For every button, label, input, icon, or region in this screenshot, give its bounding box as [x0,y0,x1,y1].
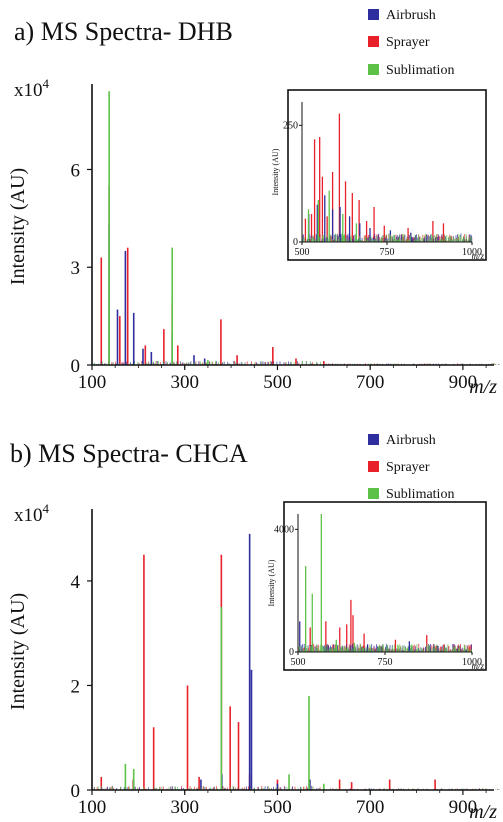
inset-frame [283,501,487,671]
x-tick-label: 900 [449,372,478,393]
chart-panel-b: b) MS Spectra- CHCA Airbrush Sprayer Sublim… [7,433,500,822]
y-tick-label: 6 [71,160,81,181]
y-multiplier-exponent: 4 [43,76,50,91]
inset-y-tick-label: 4000 [274,524,294,535]
legend-swatch-sublimation [368,64,379,75]
x-axis-label: m/z [469,376,497,398]
x-tick-label: 300 [170,372,199,393]
inset-y-tick-label: 0 [293,237,298,248]
x-tick-label: 500 [263,372,292,393]
y-multiplier-exponent: 4 [43,501,50,516]
x-tick-label: 700 [356,372,385,393]
legend-swatch-sprayer [368,36,379,47]
inset-x-tick-label: 1000 [462,247,482,258]
y-multiplier-label: x104 [14,76,50,101]
legend-swatch-sprayer [368,461,379,472]
y-tick-label: 3 [71,258,81,279]
legend-swatch-airbrush [368,434,379,445]
panel-title: a) MS Spectra- DHB [14,17,233,46]
inset-x-axis-label: m/z [471,251,484,261]
x-tick-label: 900 [449,797,478,818]
inset-chart: 500 750 1000 0 250 Intensity (AU) m/z [271,89,487,261]
inset-x-axis-label: m/z [471,661,484,671]
x-tick-label: 700 [356,797,385,818]
x-axis-label: m/z [469,801,497,822]
y-tick-label: 2 [71,676,81,697]
y-tick-label: 4 [71,572,81,593]
inset-x-tick-label: 750 [380,247,395,258]
inset-series-sublimation [297,514,472,652]
chart-panel-a: a) MS Spectra- DHB Airbrush Sprayer Sublima… [7,8,500,398]
legend-swatch-sublimation [368,488,379,499]
legend-label-sprayer: Sprayer [386,35,430,50]
legend-label-sublimation: Sublimation [386,487,454,502]
panel-title: b) MS Spectra- CHCA [10,439,248,468]
inset-x-tick-label: 1000 [462,657,482,668]
inset-chart: 500 750 1000 0 4000 Intensity (AU) m/z [267,501,487,671]
inset-y-axis-label: Intensity (AU) [267,559,276,606]
legend-label-sublimation: Sublimation [386,63,454,78]
inset-x-tick-label: 750 [378,657,393,668]
legend-label-sprayer: Sprayer [386,460,430,475]
inset-frame [287,89,487,261]
legend-label-airbrush: Airbrush [386,433,436,448]
inset-y-tick-label: 0 [289,647,294,658]
x-tick-label: 100 [78,372,107,393]
y-tick-label: 0 [71,781,81,802]
legend-swatch-airbrush [368,9,379,20]
inset-y-axis-label: Intensity (AU) [271,148,280,195]
x-tick-label: 100 [78,797,107,818]
inset-x-tick-label: 500 [291,657,306,668]
inset-x-tick-label: 500 [295,247,310,258]
legend-label-airbrush: Airbrush [386,8,436,23]
x-tick-label: 500 [263,797,292,818]
inset-y-tick-label: 250 [283,120,298,131]
y-axis-label: Intensity (AU) [7,168,29,285]
y-axis-label: Intensity (AU) [7,593,29,710]
x-tick-label: 300 [170,797,199,818]
y-tick-label: 0 [71,356,81,377]
y-multiplier-base: x10 [14,80,43,101]
y-multiplier-base: x10 [14,505,43,526]
y-multiplier-label: x104 [14,501,50,526]
